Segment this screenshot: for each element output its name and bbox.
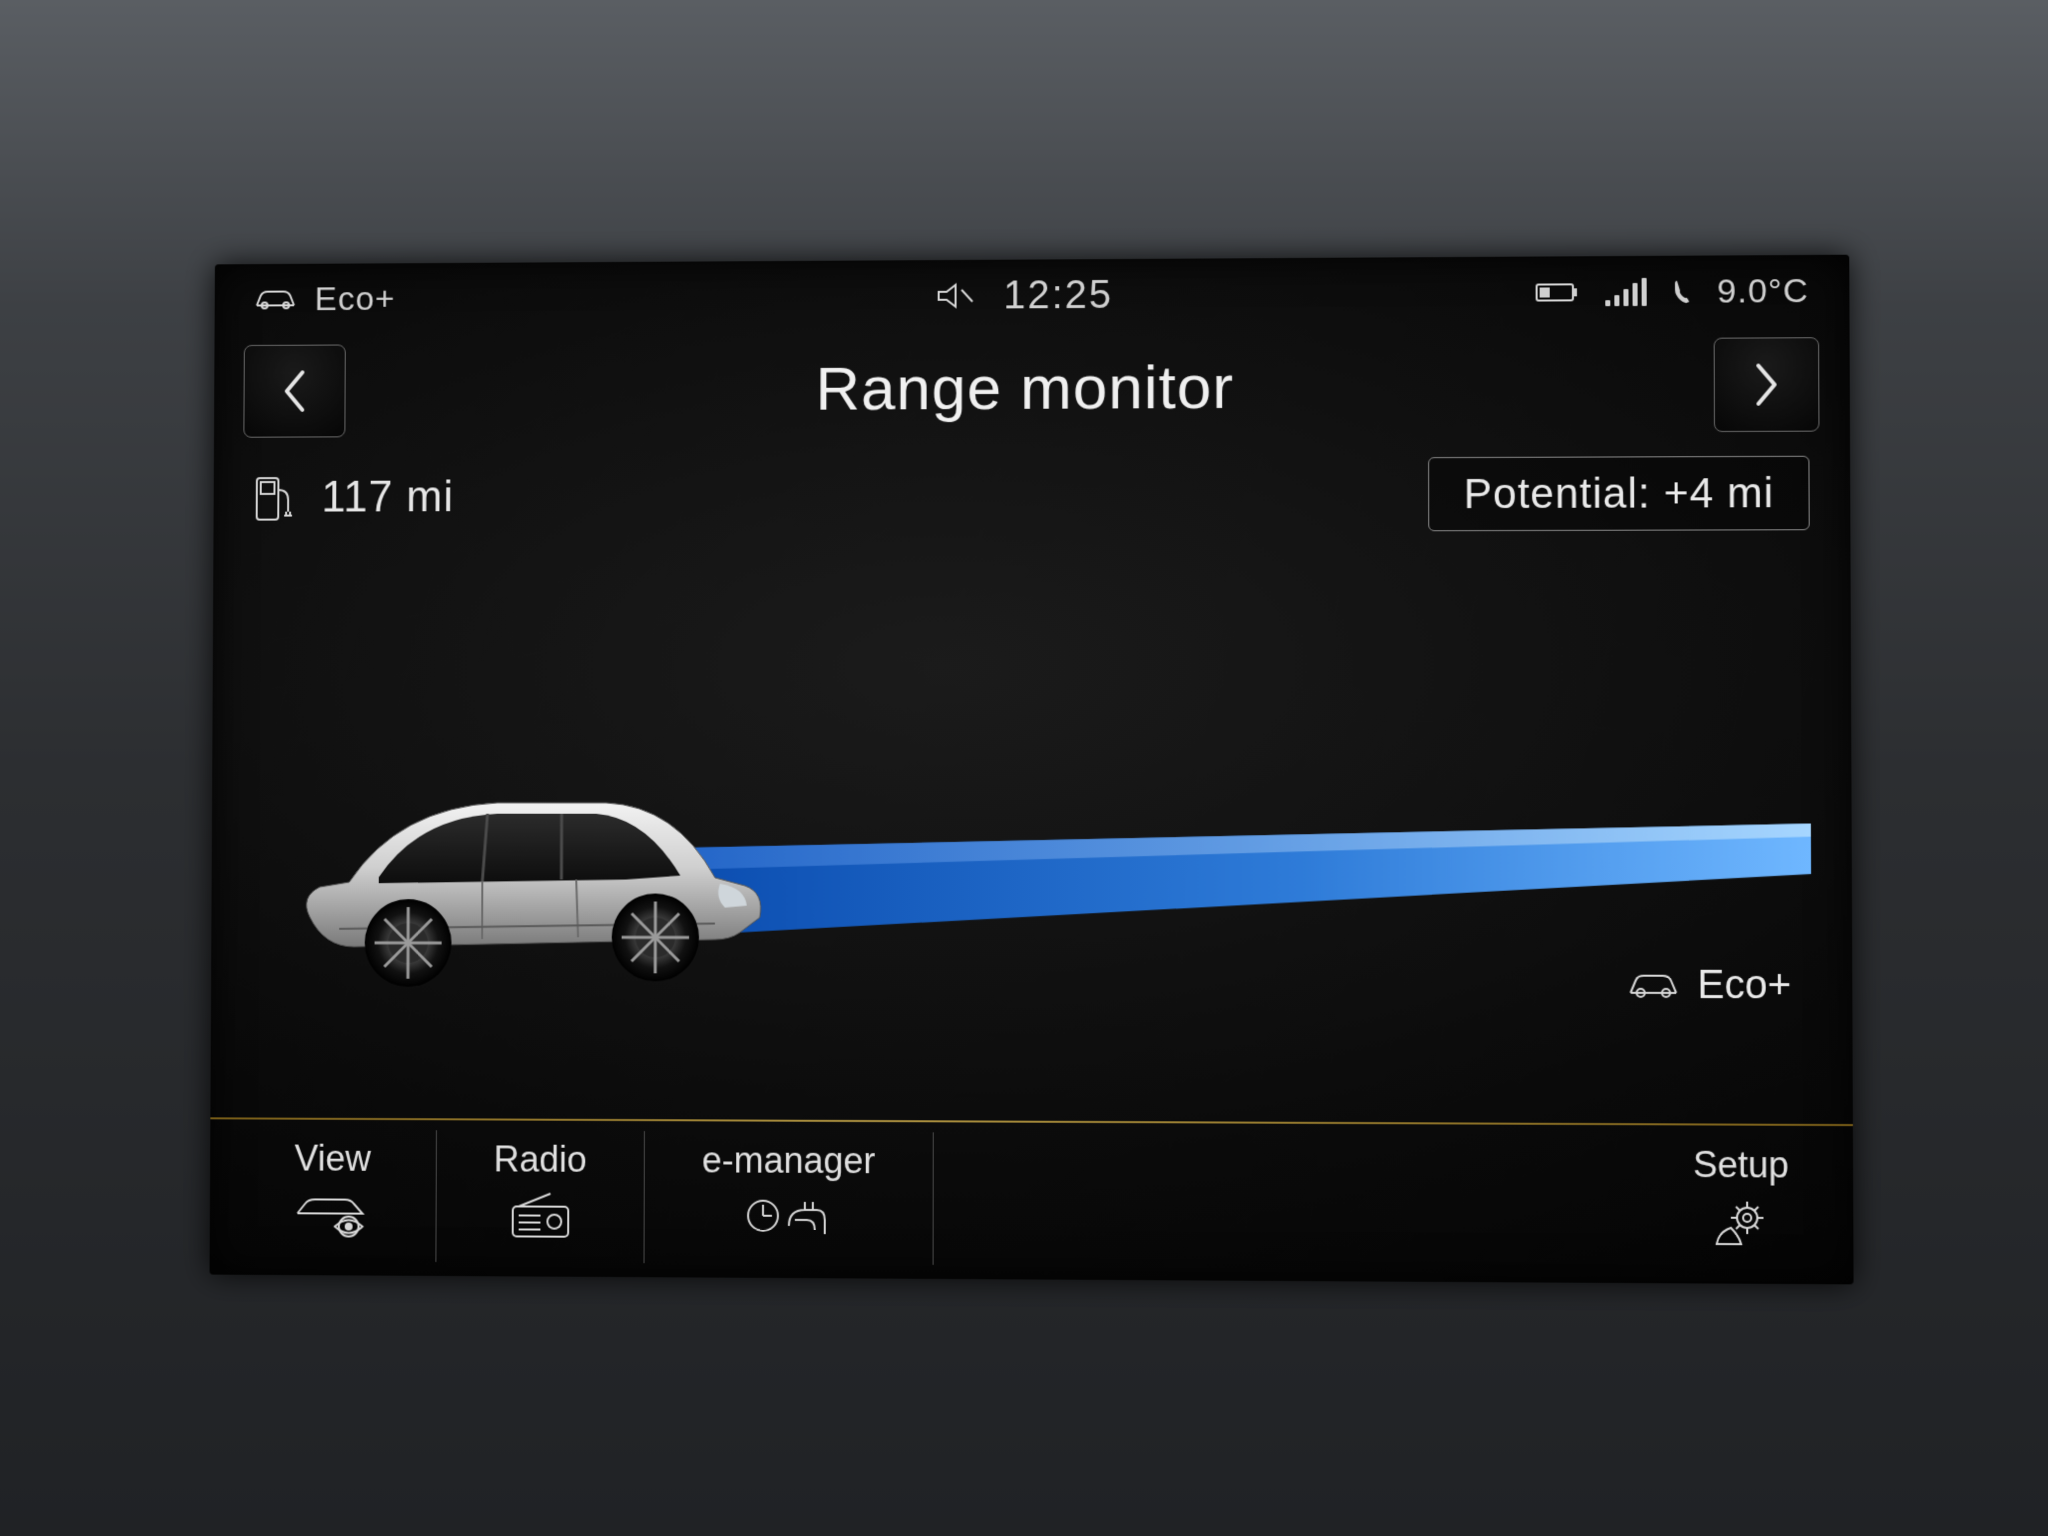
next-button[interactable] xyxy=(1714,337,1820,432)
radio-button[interactable]: Radio xyxy=(436,1130,644,1263)
status-bar: Eco+ 12:25 9.0°C xyxy=(215,255,1850,336)
status-left: Eco+ xyxy=(254,277,766,318)
eco-mode-badge: Eco+ xyxy=(1626,963,1791,1009)
e-manager-button[interactable]: e-manager xyxy=(645,1131,934,1265)
e-manager-label: e-manager xyxy=(702,1139,876,1182)
potential-label: Potential: xyxy=(1464,469,1651,517)
infotainment-screen: Eco+ 12:25 9.0°C xyxy=(210,255,1854,1285)
bezel: Eco+ 12:25 9.0°C xyxy=(0,0,2048,1536)
car-icon xyxy=(1626,969,1679,1001)
range-distance: 117 mi xyxy=(321,473,454,523)
prev-button[interactable] xyxy=(243,344,345,437)
setup-button[interactable]: Setup xyxy=(1649,1135,1833,1270)
mute-icon xyxy=(936,281,976,311)
car-graphic xyxy=(280,748,775,988)
view-button[interactable]: View xyxy=(229,1129,437,1262)
e-manager-icon xyxy=(741,1188,837,1247)
radio-label: Radio xyxy=(494,1138,587,1180)
setup-label: Setup xyxy=(1693,1144,1789,1187)
chevron-left-icon xyxy=(275,366,314,416)
eco-mode-label: Eco+ xyxy=(1697,963,1791,1009)
title-row: Range monitor xyxy=(214,327,1850,438)
signal-icon xyxy=(1605,278,1647,306)
charge-station-icon xyxy=(253,472,300,524)
range-visual: Eco+ xyxy=(211,597,1853,1031)
battery-icon xyxy=(1534,281,1578,303)
page-title: Range monitor xyxy=(815,352,1234,425)
range-row: 117 mi Potential: +4 mi xyxy=(213,431,1850,534)
potential-button[interactable]: Potential: +4 mi xyxy=(1428,456,1809,531)
view-label: View xyxy=(294,1138,370,1180)
car-mode-icon xyxy=(254,287,297,313)
temperature-label: 9.0°C xyxy=(1717,271,1809,311)
phone-icon xyxy=(1673,279,1691,305)
gear-icon xyxy=(1708,1192,1773,1251)
drive-mode-label: Eco+ xyxy=(315,280,396,319)
view-icon xyxy=(291,1185,374,1243)
status-right: 9.0°C xyxy=(1284,271,1809,313)
potential-value: +4 mi xyxy=(1664,469,1775,517)
bottom-spacer xyxy=(934,1132,1650,1269)
chevron-right-icon xyxy=(1746,359,1787,409)
range-road xyxy=(685,818,1811,940)
status-center: 12:25 xyxy=(766,272,1284,320)
bottom-bar: View Radio xyxy=(210,1119,1854,1284)
clock: 12:25 xyxy=(1003,272,1113,317)
range-left: 117 mi xyxy=(253,472,454,524)
radio-icon xyxy=(504,1186,576,1244)
